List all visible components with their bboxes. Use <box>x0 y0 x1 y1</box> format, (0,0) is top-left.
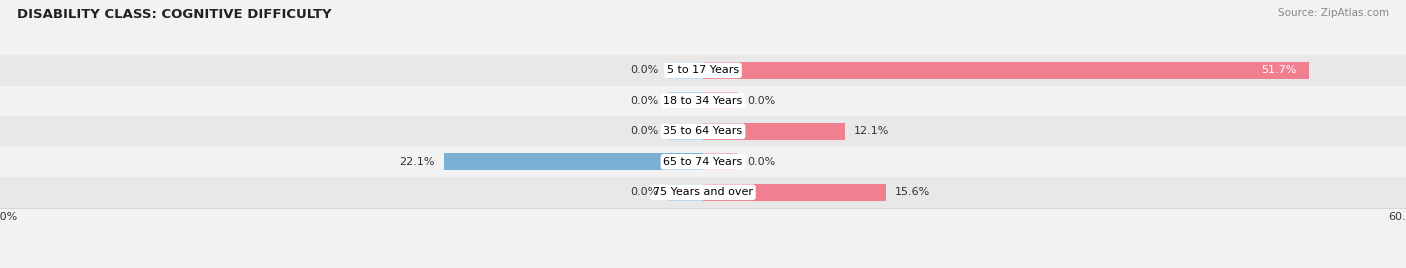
Bar <box>444 153 703 170</box>
Legend: Male, Female: Male, Female <box>640 265 766 268</box>
Bar <box>0 55 1406 85</box>
Bar <box>703 123 845 140</box>
Bar <box>0 116 1406 147</box>
Text: 22.1%: 22.1% <box>399 157 434 167</box>
Bar <box>0 85 1406 116</box>
Bar <box>668 123 703 140</box>
Bar <box>668 184 703 201</box>
Text: 5 to 17 Years: 5 to 17 Years <box>666 65 740 75</box>
Text: 0.0%: 0.0% <box>630 65 658 75</box>
Text: 0.0%: 0.0% <box>630 187 658 197</box>
Text: 15.6%: 15.6% <box>896 187 931 197</box>
Text: 0.0%: 0.0% <box>630 96 658 106</box>
Text: Source: ZipAtlas.com: Source: ZipAtlas.com <box>1278 8 1389 18</box>
Bar <box>0 177 1406 207</box>
Bar <box>703 92 738 109</box>
Text: 0.0%: 0.0% <box>748 96 776 106</box>
Text: 18 to 34 Years: 18 to 34 Years <box>664 96 742 106</box>
Bar <box>668 92 703 109</box>
Text: 65 to 74 Years: 65 to 74 Years <box>664 157 742 167</box>
Text: DISABILITY CLASS: COGNITIVE DIFFICULTY: DISABILITY CLASS: COGNITIVE DIFFICULTY <box>17 8 332 21</box>
Text: 12.1%: 12.1% <box>855 126 890 136</box>
Bar <box>703 153 738 170</box>
Bar <box>703 62 1309 79</box>
Bar <box>668 62 703 79</box>
Text: 51.7%: 51.7% <box>1261 65 1298 75</box>
Text: 0.0%: 0.0% <box>630 126 658 136</box>
Text: 0.0%: 0.0% <box>748 157 776 167</box>
Text: 75 Years and over: 75 Years and over <box>652 187 754 197</box>
Bar <box>703 184 886 201</box>
Text: 35 to 64 Years: 35 to 64 Years <box>664 126 742 136</box>
Bar <box>0 147 1406 177</box>
